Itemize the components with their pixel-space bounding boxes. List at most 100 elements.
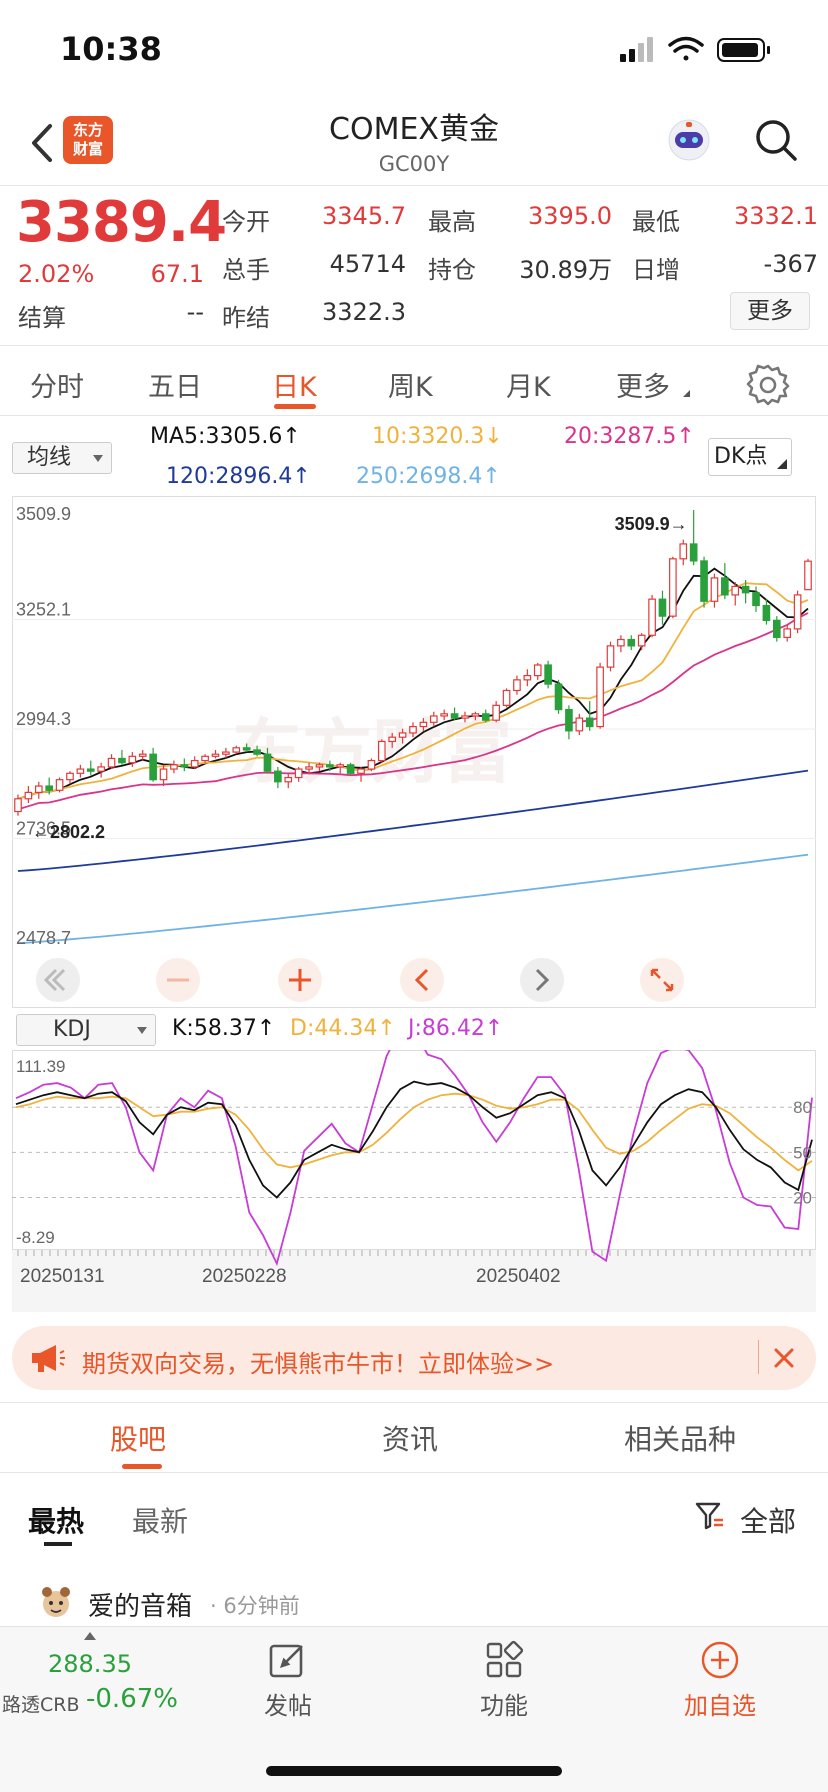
- divider: [0, 415, 828, 416]
- candle-body: [544, 664, 552, 685]
- high-annotation: 3509.9→: [615, 514, 688, 534]
- search-icon[interactable]: [752, 116, 800, 164]
- candle-body: [222, 751, 230, 755]
- chart-controls: [36, 958, 684, 1002]
- dropdown-arrow-icon: [93, 455, 103, 462]
- page-subtitle: GC00Y: [378, 152, 450, 176]
- post-edit-icon[interactable]: [268, 1640, 308, 1680]
- promo-banner[interactable]: [12, 1326, 816, 1390]
- cellular-signal-icon: [620, 37, 653, 62]
- user-avatar[interactable]: [38, 1584, 74, 1620]
- period-tab[interactable]: 更多: [616, 372, 670, 403]
- candle-body: [377, 740, 386, 762]
- ma-selector-label: 均线: [27, 445, 72, 470]
- ma250-line: [17, 853, 809, 945]
- add-watchlist-icon[interactable]: [700, 1640, 740, 1680]
- y-tick-label: 2736.5: [16, 819, 71, 839]
- period-tab[interactable]: 月K: [506, 372, 551, 403]
- candle-body: [55, 779, 64, 791]
- candle-body: [190, 759, 199, 768]
- logo-line2: 财富: [72, 140, 103, 158]
- kdj-chart[interactable]: 80 50 20 111.39 -8.29 20250131 20250228 2025040…: [12, 1050, 816, 1312]
- period-tab[interactable]: 周K: [388, 372, 433, 403]
- function-grid-icon[interactable]: [484, 1640, 524, 1680]
- filter-all-button[interactable]: 全部: [740, 1505, 797, 1538]
- kdj-ref-label: 80: [793, 1098, 812, 1117]
- period-tab[interactable]: 五日: [148, 372, 202, 403]
- content-tab[interactable]: 资讯: [382, 1423, 439, 1456]
- candle-body: [242, 747, 251, 751]
- content-tab[interactable]: 股吧: [110, 1423, 167, 1456]
- crb-label[interactable]: 路透CRB: [2, 1694, 80, 1716]
- candle-body: [637, 634, 646, 647]
- candle-body: [669, 558, 677, 617]
- candle-body: [689, 543, 698, 562]
- candle-body: [627, 638, 636, 647]
- dk-point-button[interactable]: DK点: [708, 438, 792, 476]
- candle-body: [492, 704, 500, 721]
- candle-body: [305, 766, 313, 770]
- ma-selector[interactable]: 均线: [12, 442, 112, 474]
- ma5-value: MA5:3305.6↑: [150, 424, 301, 449]
- candle-body: [710, 577, 719, 602]
- zoom-in-icon[interactable]: [278, 958, 322, 1002]
- crb-value[interactable]: 288.35: [48, 1650, 132, 1678]
- move-left-icon[interactable]: [400, 958, 444, 1002]
- dropdown-arrow-icon: [137, 1027, 147, 1034]
- more-quote-button[interactable]: 更多: [730, 292, 810, 330]
- candle-body: [367, 759, 376, 770]
- quote-value: 3322.3: [322, 298, 406, 326]
- watermark: 东方财富: [232, 713, 512, 791]
- more-triangle-icon: [683, 390, 690, 397]
- period-tab[interactable]: 日K: [272, 372, 317, 403]
- content-tab-indicator: [122, 1464, 162, 1469]
- candle-body: [118, 757, 126, 764]
- filter-icon[interactable]: [694, 1500, 726, 1532]
- candle-body: [440, 713, 449, 717]
- rewind-icon[interactable]: [36, 958, 80, 1002]
- kdj-d-line: [15, 1092, 813, 1172]
- home-indicator: [266, 1766, 562, 1776]
- function-button[interactable]: 功能: [480, 1692, 528, 1720]
- sort-hot-tab[interactable]: 最热: [28, 1505, 85, 1538]
- fullscreen-icon[interactable]: [640, 958, 684, 1002]
- candle-body: [336, 764, 345, 768]
- add-watchlist-button[interactable]: 加自选: [684, 1692, 756, 1720]
- kdj-j-value: J:86.42↑: [408, 1016, 504, 1041]
- candle-body: [211, 753, 220, 757]
- sort-tab-indicator: [44, 1542, 72, 1546]
- period-tab[interactable]: 分时: [30, 372, 84, 403]
- settle-value: --: [186, 298, 204, 326]
- back-icon[interactable]: [22, 118, 62, 168]
- change-pct: 2.02%: [18, 260, 95, 288]
- settings-gear-icon[interactable]: [746, 362, 790, 406]
- candle-body: [419, 721, 428, 728]
- divider: [0, 185, 828, 186]
- ma20-value: 20:3287.5↑: [564, 424, 695, 449]
- crb-change[interactable]: -0.67%: [86, 1684, 178, 1714]
- candle-body: [606, 645, 615, 668]
- candle-body: [533, 664, 542, 677]
- kdj-ref-label: 20: [793, 1188, 812, 1207]
- content-tab[interactable]: 相关品种: [624, 1423, 737, 1456]
- sort-latest-tab[interactable]: 最新: [132, 1505, 189, 1538]
- close-icon[interactable]: [770, 1344, 798, 1372]
- move-right-icon[interactable]: [520, 958, 564, 1002]
- indicator-selector[interactable]: KDJ: [16, 1014, 156, 1046]
- zoom-out-icon[interactable]: [156, 958, 200, 1002]
- ma120-value: 120:2896.4↑: [166, 464, 311, 489]
- candle-body: [34, 785, 43, 794]
- robot-assistant-icon[interactable]: [665, 116, 713, 164]
- status-icons: [620, 36, 770, 62]
- post-button[interactable]: 发帖: [264, 1692, 312, 1720]
- kdj-max-label: 111.39: [16, 1057, 65, 1076]
- candle-body: [596, 666, 604, 728]
- candle-body: [149, 753, 157, 781]
- kline-chart[interactable]: 东方财富 3509.9 3252.1 2994.3 2736.5 2478.7 3509.…: [12, 496, 816, 1008]
- candle-body: [159, 768, 168, 781]
- candle-body: [45, 785, 54, 791]
- candle-body: [617, 638, 625, 647]
- quote-label: 最高: [428, 208, 476, 236]
- candle-body: [481, 713, 490, 721]
- post-username[interactable]: 爱的音箱: [88, 1592, 193, 1622]
